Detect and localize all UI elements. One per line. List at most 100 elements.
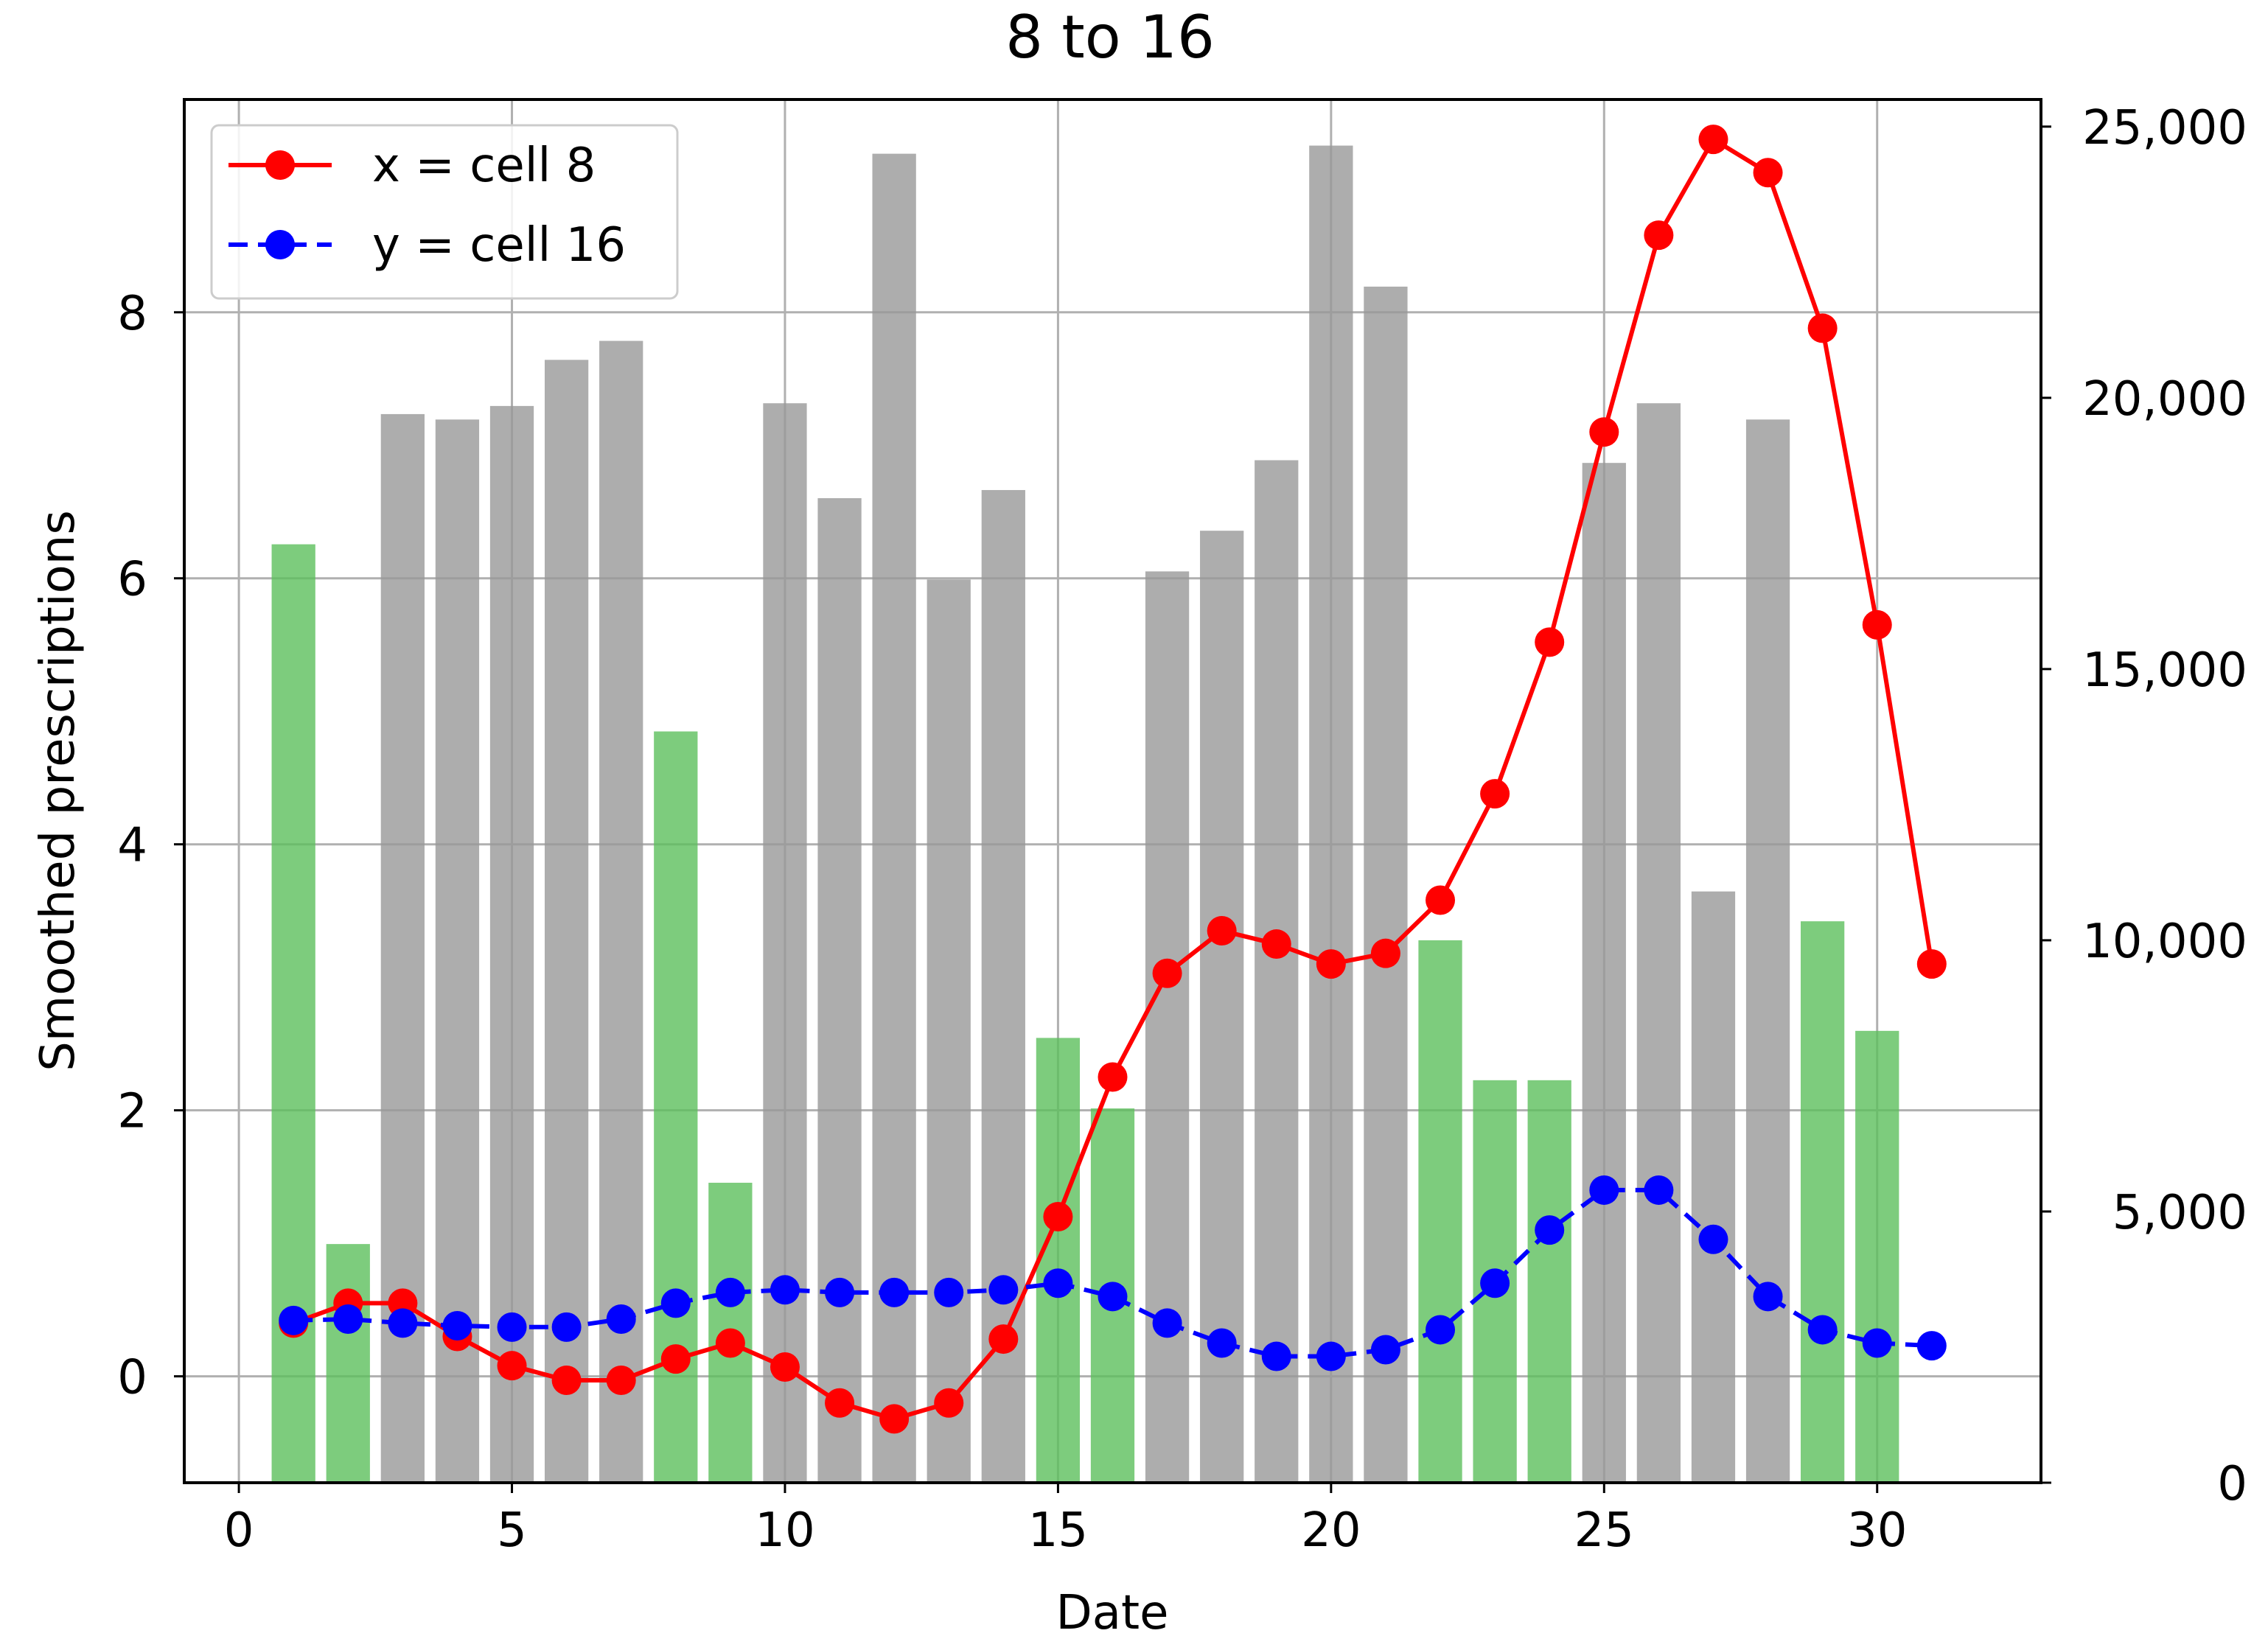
series-point-cell-16 xyxy=(988,1275,1019,1305)
series-point-cell-16 xyxy=(1316,1341,1346,1371)
bar xyxy=(1745,419,1790,1483)
series-point-cell-8 xyxy=(1535,627,1565,657)
bar xyxy=(927,579,971,1483)
bar xyxy=(435,419,480,1483)
series-point-cell-8 xyxy=(1098,1062,1128,1092)
series-point-cell-8 xyxy=(1152,958,1182,988)
y-axis-label: Smoothed prescriptions xyxy=(31,510,86,1071)
bar xyxy=(817,498,862,1483)
series-point-cell-16 xyxy=(442,1311,472,1341)
bar xyxy=(1255,460,1299,1483)
legend-label-x: x = cell 8 xyxy=(372,139,596,193)
series-point-cell-16 xyxy=(1261,1341,1291,1371)
series-point-cell-16 xyxy=(1644,1175,1674,1205)
y2-tick-label: 20,000 xyxy=(2082,372,2247,427)
x-tick-label: 10 xyxy=(755,1503,814,1558)
x-tick-label: 15 xyxy=(1028,1503,1088,1558)
y-tick-label: 6 xyxy=(117,553,147,607)
series-point-cell-8 xyxy=(1698,125,1728,155)
bar xyxy=(489,405,534,1483)
series-point-cell-8 xyxy=(1644,220,1674,251)
series-point-cell-16 xyxy=(1753,1282,1783,1312)
series-point-cell-16 xyxy=(1698,1224,1728,1254)
series-point-cell-16 xyxy=(1807,1315,1838,1345)
legend-marker-y xyxy=(265,230,295,259)
bar xyxy=(981,489,1025,1483)
line-series xyxy=(279,125,1947,1434)
series-point-cell-8 xyxy=(497,1351,527,1381)
series-point-cell-8 xyxy=(934,1388,964,1418)
y-tick-label: 4 xyxy=(117,819,147,873)
legend-label-y: y = cell 16 xyxy=(372,218,626,273)
plot-frame xyxy=(183,98,2042,1484)
series-point-cell-16 xyxy=(497,1312,527,1342)
series-point-cell-16 xyxy=(825,1277,855,1307)
y-axis-left: 0 2 4 6 8 xyxy=(117,287,184,1405)
series-point-cell-8 xyxy=(660,1344,691,1374)
series-point-cell-8 xyxy=(988,1324,1019,1354)
x-tick-label: 0 xyxy=(224,1503,254,1558)
series-point-cell-16 xyxy=(388,1308,418,1338)
bar xyxy=(1364,286,1408,1483)
series-point-cell-8 xyxy=(606,1366,636,1396)
series-point-cell-16 xyxy=(333,1304,363,1335)
series-point-cell-8 xyxy=(1043,1202,1073,1232)
legend: x = cell 8 y = cell 16 xyxy=(210,124,679,300)
series-point-cell-16 xyxy=(1589,1175,1619,1205)
x-tick-label: 20 xyxy=(1301,1503,1361,1558)
bar xyxy=(1309,145,1353,1483)
bar xyxy=(1036,1038,1081,1483)
series-point-cell-16 xyxy=(1426,1315,1456,1345)
series-point-cell-16 xyxy=(1098,1282,1128,1312)
bar xyxy=(544,360,589,1483)
y2-tick-label: 5,000 xyxy=(2112,1186,2247,1240)
y2-tick-label: 25,000 xyxy=(2082,101,2247,155)
chart-title: 8 to 16 xyxy=(1005,3,1215,71)
x-tick-label: 5 xyxy=(497,1503,527,1558)
y-tick-label: 0 xyxy=(117,1351,147,1405)
series-point-cell-16 xyxy=(715,1277,745,1307)
series-point-cell-8 xyxy=(1807,313,1838,343)
series-point-cell-8 xyxy=(1207,916,1237,946)
series-point-cell-16 xyxy=(606,1304,636,1335)
series-point-cell-16 xyxy=(770,1275,800,1305)
series-point-cell-8 xyxy=(715,1328,745,1358)
series-point-cell-16 xyxy=(660,1288,691,1318)
series-point-cell-8 xyxy=(1426,885,1456,915)
bar xyxy=(1527,1080,1571,1483)
bar xyxy=(271,544,315,1483)
series-point-cell-16 xyxy=(1916,1331,1947,1361)
series-point-cell-8 xyxy=(1589,417,1619,447)
bar xyxy=(1801,921,1845,1483)
series-point-cell-8 xyxy=(1753,158,1783,188)
series-point-cell-16 xyxy=(879,1277,910,1307)
y2-tick-label: 10,000 xyxy=(2082,915,2247,969)
bar xyxy=(763,403,807,1483)
series-point-cell-16 xyxy=(1480,1268,1510,1298)
series-point-cell-16 xyxy=(1862,1328,1892,1358)
series-point-cell-8 xyxy=(770,1352,800,1382)
x-tick-label: 25 xyxy=(1574,1503,1634,1558)
y-tick-label: 8 xyxy=(117,287,147,341)
series-point-cell-8 xyxy=(1862,609,1892,640)
series-point-cell-16 xyxy=(551,1312,582,1342)
bar xyxy=(1855,1030,1899,1483)
bar xyxy=(1582,463,1626,1483)
bar xyxy=(1200,531,1244,1483)
bar xyxy=(1636,403,1681,1483)
series-point-cell-8 xyxy=(551,1366,582,1396)
series-point-cell-16 xyxy=(1043,1268,1073,1298)
series-point-cell-8 xyxy=(825,1388,855,1418)
legend-marker-x xyxy=(265,150,295,180)
y2-tick-label: 0 xyxy=(2217,1457,2247,1511)
series-point-cell-16 xyxy=(279,1305,309,1335)
x-axis-label: Date xyxy=(1056,1586,1169,1640)
series-point-cell-8 xyxy=(1316,949,1346,979)
bar xyxy=(599,340,643,1483)
series-point-cell-16 xyxy=(1152,1308,1182,1338)
series-point-cell-8 xyxy=(1480,779,1510,809)
series-point-cell-8 xyxy=(1916,949,1947,979)
bar xyxy=(1691,891,1736,1483)
y-axis-right: 0 5,000 10,000 15,000 20,000 25,000 xyxy=(2041,101,2247,1511)
